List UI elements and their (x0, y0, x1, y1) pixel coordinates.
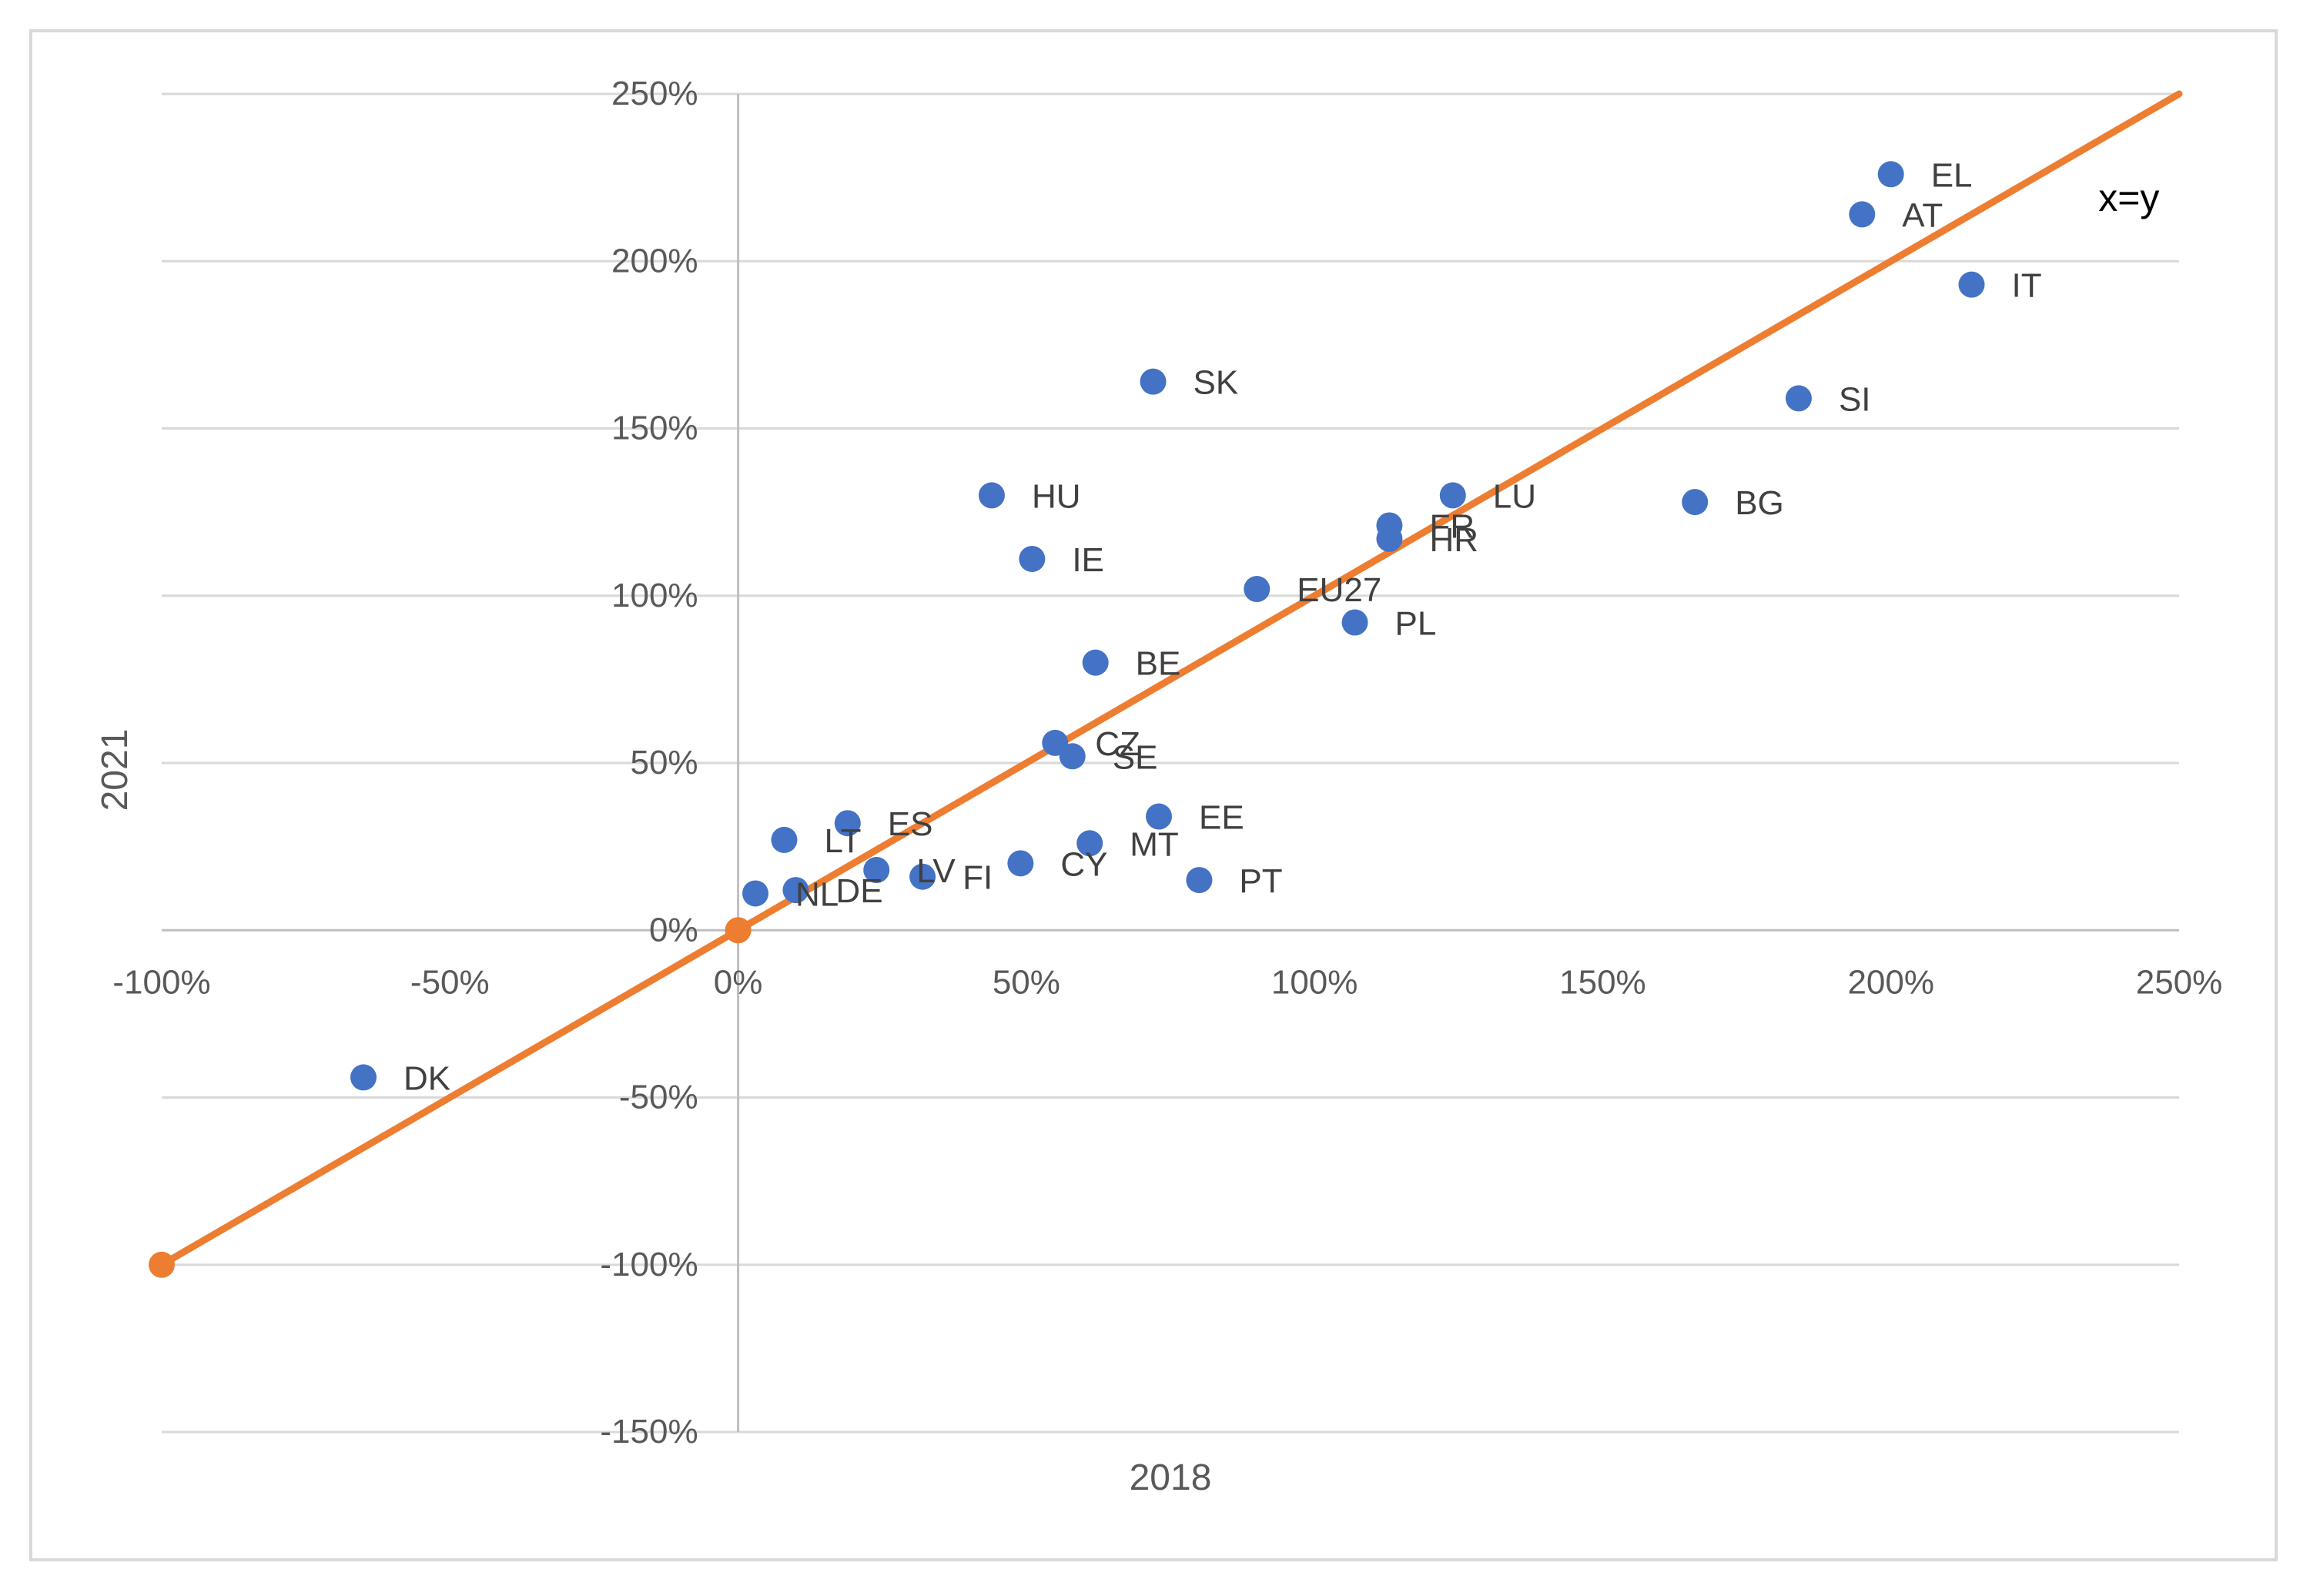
data-point-sk (1140, 368, 1167, 395)
data-point-de (782, 877, 809, 904)
data-point-ee (1146, 803, 1173, 830)
data-label-cz: CZ (1095, 725, 1140, 763)
data-point-eu27 (1244, 576, 1270, 603)
data-label-si: SI (1839, 380, 1871, 418)
reference-line (158, 90, 2183, 1269)
y-tick-label: -100% (600, 1246, 698, 1283)
x-tick-label: 0% (714, 963, 763, 1001)
y-tick-label: -150% (600, 1413, 698, 1450)
data-point-at (1849, 201, 1876, 228)
data-point-mt (1076, 830, 1103, 857)
data-label-ie: IE (1072, 541, 1104, 579)
x-tick-labels: -100% -50% 0% 50% 100% 150% 200% 250% (112, 963, 2222, 1001)
reference-line-marker (725, 917, 752, 944)
chart-frame (29, 29, 2278, 1561)
data-label-eu27: EU27 (1297, 571, 1381, 609)
data-point-nl (742, 880, 769, 907)
data-label-dk: DK (403, 1059, 450, 1097)
y-tick-labels: -150% -100% -50% 0% 50% 100% 150% 200% 250% (600, 75, 698, 1450)
reference-line-group (149, 90, 2183, 1278)
x-tick-label: -100% (112, 963, 210, 1001)
reference-line-marker (149, 1251, 175, 1278)
data-label-es: ES (888, 805, 933, 843)
data-label-bg: BG (1735, 484, 1784, 522)
data-label-at: AT (1902, 196, 1943, 234)
data-label-nl: NL (795, 875, 839, 913)
data-point-pt (1186, 867, 1213, 894)
data-label-be: BE (1136, 645, 1181, 683)
data-label-lt: LT (824, 822, 861, 860)
data-point-si (1785, 385, 1812, 412)
y-tick-label: 250% (611, 75, 698, 112)
data-point-fi (909, 863, 936, 890)
x-tick-label: 50% (993, 963, 1060, 1001)
y-tick-label: -50% (619, 1079, 698, 1116)
x-tick-label: -50% (410, 963, 490, 1001)
data-points (350, 161, 1985, 1091)
axes (162, 94, 2179, 1432)
data-point-lv (863, 857, 890, 884)
x-tick-label: 100% (1271, 963, 1358, 1001)
data-label-cy: CY (1060, 845, 1107, 883)
data-label-fr: FR (1429, 508, 1475, 546)
x-tick-label: 150% (1559, 963, 1646, 1001)
data-label-pt: PT (1239, 862, 1282, 900)
data-label-lu: LU (1493, 477, 1536, 515)
data-label-pl: PL (1395, 605, 1437, 643)
data-point-se (1059, 743, 1086, 770)
data-point-lu (1439, 482, 1466, 509)
data-point-bg (1682, 489, 1709, 516)
data-label-hu: HU (1032, 477, 1081, 515)
data-point-be (1082, 649, 1109, 676)
data-label-ee: EE (1199, 799, 1244, 837)
reference-line-label: x=y (2098, 176, 2159, 219)
data-point-lt (771, 826, 798, 853)
data-point-hu (978, 482, 1005, 509)
data-point-pl (1341, 609, 1368, 636)
y-axis-title: 2021 (95, 729, 136, 811)
x-axis-title: 2018 (1130, 1457, 1212, 1498)
y-tick-label: 150% (611, 410, 698, 447)
data-label-it: IT (2012, 267, 2042, 305)
data-point-dk (350, 1064, 377, 1091)
data-label-mt: MT (1130, 825, 1179, 863)
data-label-de: DE (835, 872, 882, 910)
y-tick-label: 50% (630, 744, 698, 781)
y-tick-label: 200% (611, 242, 698, 279)
gridlines (162, 92, 2179, 1434)
x-tick-label: 250% (2136, 963, 2223, 1001)
data-label-lv: LV (916, 852, 956, 890)
data-point-cy (1007, 850, 1034, 877)
y-tick-label: 0% (649, 911, 698, 949)
data-point-es (834, 810, 861, 837)
data-label-sk: SK (1194, 364, 1239, 402)
data-label-hr: HR (1429, 521, 1478, 559)
data-point-it (1958, 271, 1985, 298)
data-point-el (1877, 161, 1904, 188)
data-point-ie (1019, 545, 1046, 572)
data-point-hr (1376, 525, 1403, 552)
data-label-fi: FI (962, 859, 993, 897)
data-label-se: SE (1113, 738, 1158, 776)
x-tick-label: 200% (1847, 963, 1934, 1001)
y-tick-label: 100% (611, 577, 698, 614)
data-label-el: EL (1931, 156, 1973, 194)
